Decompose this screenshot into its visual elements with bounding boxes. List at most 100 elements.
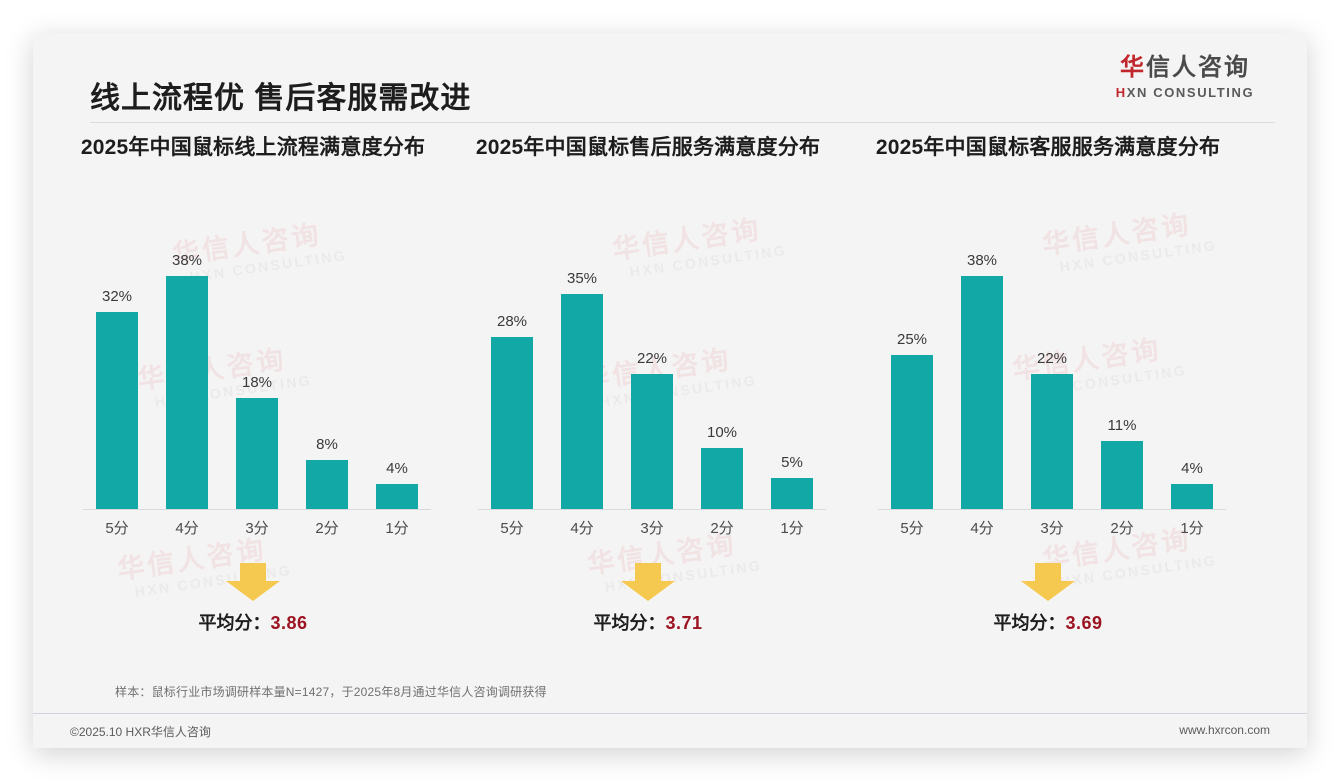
bar-value-label: 10% xyxy=(706,424,738,441)
brand-logo-en-rest: XN CONSULTING xyxy=(1126,85,1255,100)
down-arrow-icon xyxy=(1021,563,1075,601)
down-arrow-icon xyxy=(226,563,280,601)
copyright-text: ©2025.10 HXR华信人咨询 xyxy=(70,725,211,739)
bar-group[interactable]: 22% xyxy=(618,251,686,509)
average-score-value: 3.86 xyxy=(270,613,308,633)
sample-footnote: 样本：鼠标行业市场调研样本量N=1427，于2025年8月通过华信人咨询调研获得 xyxy=(115,685,547,699)
bar[interactable] xyxy=(166,276,208,509)
bar-value-label: 22% xyxy=(636,350,668,367)
bar-value-label: 28% xyxy=(496,313,528,330)
x-axis-tick-label: 1分 xyxy=(385,520,409,537)
average-score-label: 平均分： xyxy=(198,613,271,633)
bar[interactable] xyxy=(376,484,418,509)
bar-group[interactable]: 8% xyxy=(293,251,361,509)
chart-plot-area: 25% 38% 22% 11% 4% xyxy=(878,251,1226,509)
bar[interactable] xyxy=(631,374,673,509)
bar[interactable] xyxy=(561,294,603,509)
chart-panel-customer-service: 2025年中国鼠标客服服务满意度分布 25% 38% 22% 11% 4% 5分 4分 3分… xyxy=(853,133,1243,653)
bar-value-label: 4% xyxy=(386,460,408,477)
footer-divider xyxy=(33,713,1307,714)
website-url[interactable]: www.hxrcon.com xyxy=(1179,723,1270,737)
down-arrow-icon xyxy=(621,563,675,601)
x-axis-tick-label: 3分 xyxy=(245,520,269,537)
bar-chart: 32% 38% 18% 8% 4% 5分 4分 3分 2分 1分 xyxy=(83,251,431,546)
average-score-block: 平均分：3.69 xyxy=(853,563,1243,635)
x-axis-tick-label: 4分 xyxy=(175,520,199,537)
average-score-label: 平均分： xyxy=(993,613,1066,633)
x-axis-tick-label: 3分 xyxy=(640,520,664,537)
bar[interactable] xyxy=(1101,441,1143,509)
x-axis-tick-label: 5分 xyxy=(500,520,524,537)
x-axis-tick-label: 3分 xyxy=(1040,520,1064,537)
average-score-label: 平均分： xyxy=(593,613,666,633)
bar-value-label: 11% xyxy=(1107,417,1137,434)
bar-group[interactable]: 28% xyxy=(478,251,546,509)
brand-logo-cn-accent: 华 xyxy=(1120,54,1146,81)
bar-value-label: 35% xyxy=(566,270,598,287)
bar-value-label: 4% xyxy=(1181,460,1203,477)
slide-header: 线上流程优 售后客服需改进 华信人咨询 HXN CONSULTING xyxy=(33,33,1307,123)
bar[interactable] xyxy=(891,355,933,509)
page-title: 线上流程优 售后客服需改进 xyxy=(90,82,472,115)
bar-value-label: 38% xyxy=(966,252,998,269)
chart-title: 2025年中国鼠标线上流程满意度分布 xyxy=(80,136,426,159)
brand-logo-en-accent: H xyxy=(1115,85,1127,100)
chart-title: 2025年中国鼠标客服服务满意度分布 xyxy=(875,136,1221,159)
chart-panel-after-sales: 2025年中国鼠标售后服务满意度分布 28% 35% 22% 10% 5% 5分 4分 3分… xyxy=(453,133,843,653)
bar[interactable] xyxy=(306,460,348,509)
bar-group[interactable]: 10% xyxy=(688,251,756,509)
x-axis-tick-labels: 5分 4分 3分 2分 1分 xyxy=(83,517,431,538)
x-axis-tick-label: 5分 xyxy=(105,520,129,537)
bar-value-label: 5% xyxy=(781,454,803,471)
x-axis-line xyxy=(878,509,1226,510)
chart-plot-area: 28% 35% 22% 10% 5% xyxy=(478,251,826,509)
bar-group[interactable]: 4% xyxy=(363,251,431,509)
bar[interactable] xyxy=(96,312,138,509)
bar[interactable] xyxy=(491,337,533,509)
bar-group[interactable]: 18% xyxy=(223,251,291,509)
bar[interactable] xyxy=(961,276,1003,509)
bar[interactable] xyxy=(701,448,743,509)
chart-title: 2025年中国鼠标售后服务满意度分布 xyxy=(475,136,821,159)
bar-group[interactable]: 38% xyxy=(948,251,1016,509)
bar-value-label: 18% xyxy=(241,374,273,391)
header-divider xyxy=(90,122,1275,123)
average-score-text: 平均分：3.71 xyxy=(453,609,843,635)
bar-group[interactable]: 11% xyxy=(1088,251,1156,509)
bar-group[interactable]: 25% xyxy=(878,251,946,509)
bar-group[interactable]: 4% xyxy=(1158,251,1226,509)
x-axis-tick-label: 2分 xyxy=(710,520,734,537)
bar-value-label: 22% xyxy=(1036,350,1068,367)
bar[interactable] xyxy=(1171,484,1213,509)
chart-plot-area: 32% 38% 18% 8% 4% xyxy=(83,251,431,509)
average-score-block: 平均分：3.71 xyxy=(453,563,843,635)
slide-footer: ©2025.10 HXR华信人咨询 www.hxrcon.com xyxy=(33,714,1307,748)
bar-value-label: 32% xyxy=(101,288,133,305)
average-score-value: 3.71 xyxy=(665,613,703,633)
bar-group[interactable]: 32% xyxy=(83,251,151,509)
x-axis-tick-label: 4分 xyxy=(570,520,594,537)
average-score-value: 3.69 xyxy=(1065,613,1103,633)
bar-value-label: 8% xyxy=(316,436,338,453)
average-score-text: 平均分：3.86 xyxy=(58,609,448,635)
bar-group[interactable]: 35% xyxy=(548,251,616,509)
chart-panels: 2025年中国鼠标线上流程满意度分布 32% 38% 18% 8% 4% 5分 4分 3分 2… xyxy=(33,133,1307,653)
bar[interactable] xyxy=(1031,374,1073,509)
bar-chart: 28% 35% 22% 10% 5% 5分 4分 3分 2分 1分 xyxy=(478,251,826,546)
bar[interactable] xyxy=(236,398,278,509)
bar-group[interactable]: 38% xyxy=(153,251,221,509)
bar-group[interactable]: 5% xyxy=(758,251,826,509)
brand-logo: 华信人咨询 HXN CONSULTING xyxy=(1095,53,1275,100)
x-axis-line xyxy=(83,509,431,510)
slide-card: 线上流程优 售后客服需改进 华信人咨询 HXN CONSULTING 华信人咨询… xyxy=(33,33,1307,748)
x-axis-tick-label: 4分 xyxy=(970,520,994,537)
brand-logo-cn-rest: 信人咨询 xyxy=(1146,54,1250,81)
bar-group[interactable]: 22% xyxy=(1018,251,1086,509)
brand-logo-en: HXN CONSULTING xyxy=(1095,85,1275,100)
x-axis-tick-label: 1分 xyxy=(780,520,804,537)
brand-logo-cn: 华信人咨询 xyxy=(1095,53,1275,83)
x-axis-tick-label: 5分 xyxy=(900,520,924,537)
x-axis-tick-labels: 5分 4分 3分 2分 1分 xyxy=(478,517,826,538)
bar[interactable] xyxy=(771,478,813,509)
bar-value-label: 25% xyxy=(896,331,928,348)
